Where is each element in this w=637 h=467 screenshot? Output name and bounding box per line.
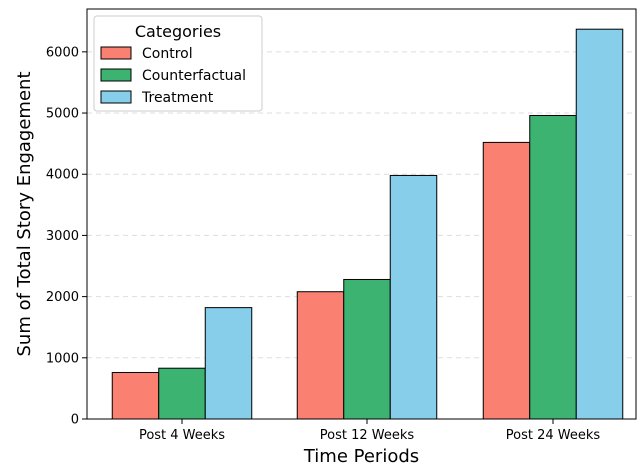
y-tick-label: 1000 xyxy=(46,351,79,366)
x-axis: Post 4 Weeks Post 12 Weeks Post 24 Weeks xyxy=(139,419,600,443)
legend-label-counterfactual: Counterfactual xyxy=(142,68,246,84)
bar-treatment-1 xyxy=(204,307,253,420)
bar-control-2 xyxy=(296,291,345,420)
x-axis-title: Time Periods xyxy=(303,446,419,467)
y-tick-label: 6000 xyxy=(46,45,79,60)
y-tick-label: 4000 xyxy=(46,168,79,183)
bar-counterfactual-3 xyxy=(529,114,577,420)
x-tick-label: Post 12 Weeks xyxy=(320,428,415,443)
y-tick-label: 5000 xyxy=(46,107,79,122)
bar-control-3 xyxy=(482,141,531,420)
bar-counterfactual-1 xyxy=(158,367,206,420)
legend-label-treatment: Treatment xyxy=(141,90,214,106)
legend-box xyxy=(93,15,263,112)
bars xyxy=(111,28,624,420)
plot-frame xyxy=(86,8,637,420)
legend-label-control: Control xyxy=(142,46,193,62)
legend: Categories Control Counterfactual Treatmen… xyxy=(93,15,263,112)
bar-counterfactual-2 xyxy=(343,278,391,420)
y-axis-title: Sum of Total Story Engagement xyxy=(14,71,35,356)
bar-control-1 xyxy=(111,371,160,420)
y-tick-label: 3000 xyxy=(46,229,79,244)
legend-swatch-treatment xyxy=(100,90,132,104)
legend-swatch-control xyxy=(100,46,132,60)
legend-swatch-counterfactual xyxy=(100,68,132,82)
y-axis: 0 1000 2000 3000 4000 5000 6000 xyxy=(46,45,87,428)
legend-title: Categories xyxy=(135,22,221,41)
y-tick-label: 0 xyxy=(71,413,79,428)
x-tick-label: Post 4 Weeks xyxy=(139,428,225,443)
x-tick-label: Post 24 Weeks xyxy=(506,428,601,443)
bar-treatment-3 xyxy=(575,28,624,420)
y-tick-label: 2000 xyxy=(46,290,79,305)
bar-treatment-2 xyxy=(389,174,438,420)
